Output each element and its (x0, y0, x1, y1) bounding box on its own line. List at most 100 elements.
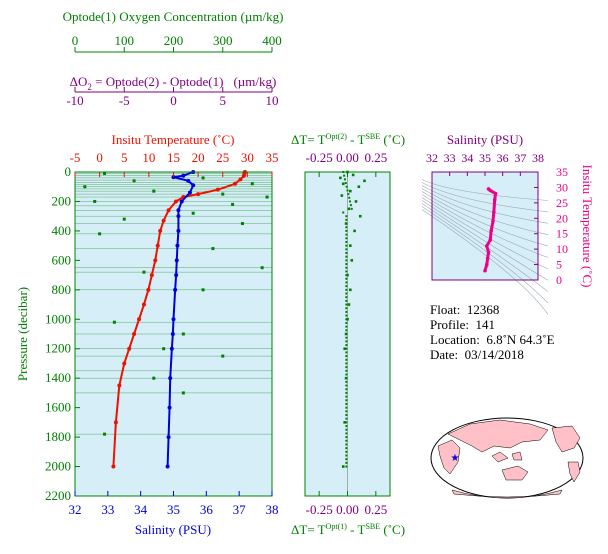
delta-o2-tick-label: -10 (66, 93, 83, 108)
delta-t-point (339, 176, 342, 180)
delta-t-top-tick-label: 0.25 (364, 150, 387, 165)
ts-point (486, 187, 491, 191)
oxygen-axis: Optode(1) Oxygen Concentration (µm/kg) 0… (63, 9, 284, 53)
location-label: Location: (430, 332, 480, 347)
temperature-tick-label: 30 (241, 150, 254, 165)
pressure-tick-label: 1600 (45, 400, 71, 415)
delta-t-point (348, 196, 351, 199)
salinity-point (191, 183, 196, 188)
delta-t-point (345, 270, 348, 273)
ts-point (484, 262, 489, 267)
ts-point (492, 197, 497, 202)
salinity-point (169, 346, 174, 351)
pressure-tick-label: 1400 (45, 370, 71, 385)
oxygen-delta-point (181, 391, 185, 395)
oxygen-tick-label: 200 (164, 33, 184, 48)
salinity-point (176, 208, 181, 213)
delta-t-point (345, 402, 348, 405)
ts-temperature-tick-label: 35 (556, 165, 568, 179)
delta-t-point (345, 310, 348, 313)
oxygen-delta-point (260, 266, 264, 270)
delta-t-point (345, 336, 348, 339)
delta-t-point (345, 380, 348, 383)
delta-t-point (345, 347, 348, 350)
delta-t-point (345, 237, 348, 240)
profile-panel: Insitu Temperature (˚C) -5 0 5 10 15 20 25 30 35… (15, 132, 279, 537)
ts-point (489, 228, 493, 233)
oxygen-delta-point (122, 217, 126, 221)
delta-t-point (345, 358, 348, 361)
temperature-point (196, 192, 201, 197)
delta-t-point (345, 318, 348, 321)
float-row: Float: 12368 (430, 302, 555, 317)
delta-t-point (349, 288, 352, 292)
delta-t-point (345, 296, 348, 299)
temperature-tick-label: 15 (167, 150, 180, 165)
delta-t-point (345, 439, 348, 442)
oxygen-axis-label: Optode(1) Oxygen Concentration (µm/kg) (63, 9, 284, 24)
delta-t-point (345, 226, 348, 229)
delta-t-point (345, 255, 348, 258)
density-contour (421, 209, 549, 315)
date-label: Date: (430, 347, 459, 362)
oxygen-delta-point (201, 288, 205, 292)
delta-t-point (345, 285, 348, 288)
temperature-point (233, 181, 238, 186)
delta-t-point (345, 417, 348, 420)
oxygen-tick-label: 100 (115, 33, 135, 48)
salinity-point (171, 317, 176, 322)
delta-t-point (345, 321, 348, 324)
oxygen-delta-point (162, 347, 166, 351)
delta-o2-tick-label: 0 (170, 93, 177, 108)
ts-temperature-tick-label: 10 (556, 242, 568, 256)
delta-t-point (345, 406, 348, 409)
float-label: Float: (430, 302, 461, 317)
date-row: Date: 03/14/2018 (430, 347, 555, 362)
temperature-point (113, 420, 118, 425)
delta-t-point (345, 428, 348, 431)
delta-t-point (345, 395, 348, 398)
profile-label: Profile: (430, 317, 469, 332)
delta-o2-tick-label: 10 (266, 93, 279, 108)
location-value: 6.8˚N 64.3˚E (486, 332, 555, 347)
delta-t-point (345, 233, 348, 236)
ts-temperature-tick-label: 25 (556, 196, 568, 210)
ts-salinity-tick-label: 33 (444, 151, 456, 165)
ts-point (486, 250, 491, 255)
map-continent-eurasia (447, 419, 549, 453)
salinity-tick-label: 32 (69, 502, 82, 517)
delta-t-point (345, 369, 348, 372)
pressure-tick-label: 0 (65, 164, 72, 179)
profile-value: 141 (475, 317, 496, 332)
delta-t-point (345, 414, 348, 416)
salinity-point (186, 178, 191, 183)
delta-t-point (345, 218, 348, 221)
salinity-point (176, 228, 181, 233)
oxygen-delta-point (152, 189, 156, 193)
delta-t-top-tick-label: 0.00 (336, 150, 359, 165)
delta-t-point (345, 248, 348, 251)
salinity-point (166, 435, 171, 440)
delta-t-point (345, 454, 348, 457)
salinity-point (173, 287, 178, 292)
ts-plot-area (432, 172, 538, 280)
ts-temperature-tick-label: 15 (556, 227, 568, 241)
oxygen-tick-label: 0 (72, 33, 79, 48)
delta-t-point (349, 189, 352, 193)
ts-point (492, 210, 496, 214)
salinity-tick-label: 34 (134, 502, 148, 517)
salinity-point (174, 258, 179, 263)
delta-t-point (345, 185, 348, 188)
map-islands (491, 451, 523, 463)
oxygen-delta-point (103, 171, 107, 175)
oxygen-delta-point (265, 195, 269, 199)
float-location-marker: ★ (451, 453, 460, 464)
delta-t-point (345, 277, 348, 280)
delta-t-point (340, 194, 344, 197)
density-contour (421, 191, 549, 247)
delta-t-point (345, 391, 348, 394)
pressure-tick-label: 600 (52, 252, 72, 267)
delta-t-point (353, 229, 356, 233)
delta-t-point (345, 340, 348, 343)
